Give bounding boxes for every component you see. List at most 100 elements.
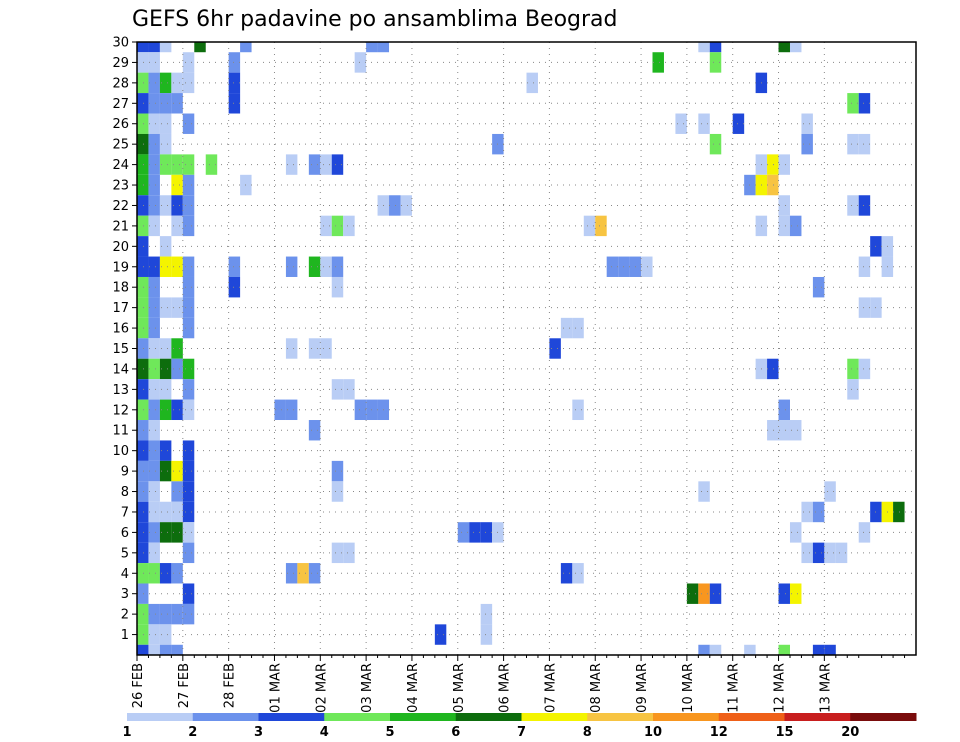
heatmap-cell <box>159 501 172 523</box>
heatmap-cell <box>526 72 538 94</box>
heatmap-cell <box>789 215 802 237</box>
heatmap-cell <box>171 522 183 543</box>
heatmap-cell <box>789 583 802 604</box>
heatmap-cell <box>148 52 160 73</box>
heatmap-cell <box>709 583 722 604</box>
heatmap-cell <box>824 481 836 502</box>
heatmap-cell <box>709 52 722 73</box>
x-tick-label: 26 FEB <box>131 663 146 708</box>
x-tick-label: 12 MAR <box>773 663 788 713</box>
heatmap-cell <box>767 174 779 196</box>
heatmap-cell <box>858 522 871 543</box>
heatmap-cell <box>137 399 149 421</box>
y-tick-label: 24 <box>112 158 129 173</box>
heatmap-cell <box>171 215 183 237</box>
heatmap-cell <box>778 399 790 421</box>
x-tick-label: 04 MAR <box>406 663 421 713</box>
heatmap-cell <box>171 93 183 114</box>
heatmap-cell <box>354 399 367 421</box>
heatmap-cell <box>182 358 195 380</box>
heatmap-cell <box>366 42 378 53</box>
colorbar-swatch <box>850 713 917 721</box>
grid-layer <box>137 42 916 655</box>
heatmap-cell <box>377 42 390 53</box>
x-axis: 26 FEB 27 FEB 28 FEB 01 MAR 02 MAR 03 MAR 04 M… <box>131 655 906 713</box>
colorbar-label: 1 <box>122 725 131 740</box>
heatmap-cell <box>148 215 160 237</box>
colorbar-label: 8 <box>583 725 592 740</box>
heatmap-cell <box>137 113 149 134</box>
heatmap-cell <box>480 603 493 625</box>
colorbar-swatch <box>653 713 720 721</box>
y-tick-label: 12 <box>112 403 129 418</box>
heatmap-cell <box>801 542 813 564</box>
heatmap-cell <box>148 603 160 625</box>
heatmap-cell <box>469 522 481 543</box>
heatmap-cell <box>137 522 149 543</box>
heatmap-cell <box>767 420 779 441</box>
heatmap-cell <box>847 358 859 380</box>
heatmap-cell <box>858 358 871 380</box>
heatmap-cell <box>595 215 607 237</box>
heatmap-cell <box>137 358 149 380</box>
heatmap-cell <box>137 379 149 400</box>
heatmap-cell <box>171 72 183 94</box>
heatmap-cell <box>698 42 710 53</box>
heatmap-cell <box>709 133 722 155</box>
y-axis: 1234567891011121314151617181920212223242… <box>112 36 137 643</box>
heatmap-cell <box>560 563 573 584</box>
cells-layer <box>137 42 905 655</box>
heatmap-cell <box>148 501 160 523</box>
heatmap-cell <box>182 542 195 564</box>
heatmap-cell <box>572 399 584 421</box>
heatmap-cell <box>182 603 195 625</box>
y-tick-label: 2 <box>121 608 129 623</box>
heatmap-cell <box>171 174 183 196</box>
colorbar-swatch <box>258 713 325 721</box>
heatmap-cell <box>331 481 344 502</box>
heatmap-cell <box>137 644 149 655</box>
heatmap-cell <box>171 195 183 216</box>
heatmap-cell <box>400 195 412 216</box>
heatmap-cell <box>194 42 206 53</box>
y-tick-label: 23 <box>112 179 129 194</box>
heatmap-cell <box>159 133 172 155</box>
heatmap-cell <box>159 72 172 94</box>
heatmap-cell <box>308 256 321 277</box>
heatmap-cell <box>159 42 172 53</box>
heatmap-cell <box>137 215 149 237</box>
heatmap-cell <box>778 42 790 53</box>
y-tick-label: 14 <box>112 362 129 377</box>
heatmap-cell <box>137 256 149 277</box>
heatmap-cell <box>480 624 493 645</box>
heatmap-cell <box>858 256 871 277</box>
heatmap-cell <box>744 644 756 655</box>
heatmap-cell <box>297 563 309 584</box>
heatmap-cell <box>137 338 149 359</box>
heatmap-cell <box>182 317 195 339</box>
heatmap-cell <box>137 501 149 523</box>
colorbar-label: 2 <box>188 725 197 740</box>
heatmap-cell <box>801 133 813 155</box>
y-tick-label: 29 <box>112 56 129 71</box>
heatmap-cell <box>137 52 149 73</box>
heatmap-cell <box>320 256 332 277</box>
y-tick-label: 27 <box>112 97 129 112</box>
x-tick-label: 13 MAR <box>818 663 833 713</box>
heatmap-cell <box>148 276 160 298</box>
heatmap-cell <box>812 501 825 523</box>
heatmap-cell <box>137 72 149 94</box>
heatmap-cell <box>847 379 859 400</box>
heatmap-cell <box>171 338 183 359</box>
y-tick-label: 10 <box>112 444 129 459</box>
heatmap-cell <box>182 174 195 196</box>
y-tick-label: 17 <box>112 301 129 316</box>
heatmap-cell <box>159 563 172 584</box>
heatmap-cell <box>159 297 172 318</box>
heatmap-cell <box>858 297 871 318</box>
heatmap-cell <box>228 72 241 94</box>
heatmap-cell <box>434 624 447 645</box>
heatmap-cell <box>331 460 344 482</box>
heatmap-cell <box>320 215 332 237</box>
